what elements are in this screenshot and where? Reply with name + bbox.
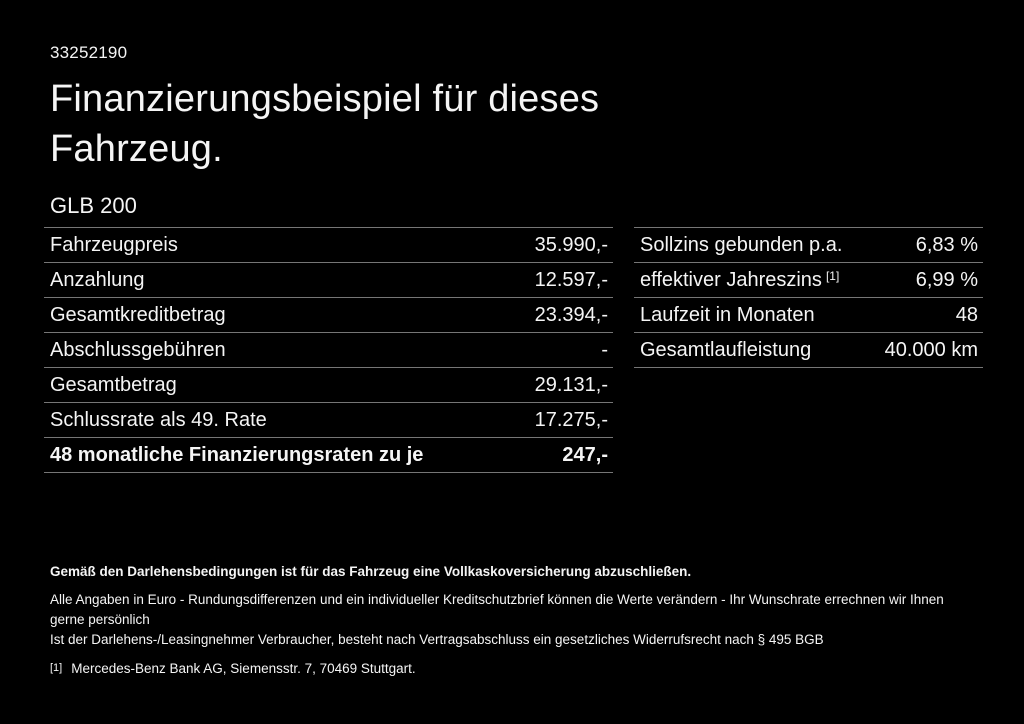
footnote-text: Mercedes-Benz Bank AG, Siemensstr. 7, 70…	[71, 661, 416, 676]
row-label: Schlussrate als 49. Rate	[44, 409, 267, 432]
page-title-line-2: Fahrzeug.	[50, 128, 223, 170]
footnote: [1] Mercedes-Benz Bank AG, Siemensstr. 7,…	[50, 660, 980, 677]
row-value: -	[601, 338, 608, 361]
row-label: Sollzins gebunden p.a.	[634, 234, 842, 257]
row-label-text: Schlussrate als 49. Rate	[50, 408, 267, 431]
page-title-line-1: Finanzierungsbeispiel für dieses	[50, 78, 600, 120]
disclaimer-line-1: Alle Angaben in Euro - Rundungsdifferenz…	[50, 592, 944, 627]
row-label-text: Fahrzeugpreis	[50, 233, 178, 256]
row-label-text: Laufzeit in Monaten	[640, 303, 815, 326]
legal-footer: Gemäß den Darlehensbedingungen ist für d…	[50, 564, 980, 677]
insurance-note: Gemäß den Darlehensbedingungen ist für d…	[50, 564, 692, 579]
row-label: Gesamtkreditbetrag	[44, 304, 226, 327]
row-value: 17.275,-	[534, 408, 608, 431]
row-value: 23.394,-	[534, 303, 608, 326]
table-row: Sollzins gebunden p.a. 6,83 %	[634, 227, 983, 262]
page-title: Finanzierungsbeispiel für dieses Fahrzeu…	[50, 74, 599, 174]
conditions-table: Sollzins gebunden p.a. 6,83 % effektiver J…	[634, 227, 983, 368]
row-label: 48 monatliche Finanzierungsraten zu je	[44, 444, 423, 467]
row-label: Gesamtbetrag	[44, 374, 177, 397]
row-value: 6,99 %	[915, 268, 978, 291]
row-value: 247,-	[562, 443, 608, 466]
table-row: Laufzeit in Monaten 48	[634, 297, 983, 332]
row-value: 29.131,-	[534, 373, 608, 396]
reference-number: 33252190	[50, 43, 128, 62]
table-row: Fahrzeugpreis 35.990,-	[44, 227, 613, 262]
table-row: 48 monatliche Finanzierungsraten zu je 24…	[44, 437, 613, 472]
row-label-text: Abschlussgebühren	[50, 338, 226, 361]
row-value: 6,83 %	[915, 233, 978, 256]
vehicle-model: GLB 200	[50, 193, 137, 218]
row-label: Fahrzeugpreis	[44, 234, 178, 257]
row-value: 12.597,-	[534, 268, 608, 291]
table-row: Gesamtkreditbetrag 23.394,-	[44, 297, 613, 332]
row-label-text: 48 monatliche Finanzierungsraten zu je	[50, 443, 424, 466]
table-row: Abschlussgebühren -	[44, 332, 613, 367]
table-row: Schlussrate als 49. Rate 17.275,-	[44, 402, 613, 437]
row-label-text: Gesamtbetrag	[50, 373, 177, 396]
row-label: Anzahlung	[44, 269, 145, 292]
row-label-text: Gesamtlaufleistung	[640, 338, 812, 361]
row-value: 48	[955, 303, 978, 326]
footnote-ref: [1]	[825, 268, 840, 283]
row-label-text: Anzahlung	[50, 268, 145, 291]
row-label-text: effektiver Jahreszins	[640, 268, 822, 291]
row-label: Laufzeit in Monaten	[634, 304, 815, 327]
footnote-marker: [1]	[50, 662, 63, 674]
row-value: 40.000 km	[884, 338, 978, 361]
table-row: effektiver Jahreszins [1] 6,99 %	[634, 262, 983, 297]
table-row: Anzahlung 12.597,-	[44, 262, 613, 297]
row-value: 35.990,-	[534, 233, 608, 256]
table-row: Gesamtbetrag 29.131,-	[44, 367, 613, 402]
row-label: Gesamtlaufleistung	[634, 339, 811, 362]
disclaimer-line-2: Ist der Darlehens-/Leasingnehmer Verbrau…	[50, 632, 824, 647]
row-label-text: Sollzins gebunden p.a.	[640, 233, 843, 256]
financing-table: Fahrzeugpreis 35.990,- Anzahlung 12.597,- Ge…	[44, 227, 613, 473]
row-label-text: Gesamtkreditbetrag	[50, 303, 226, 326]
row-label: Abschlussgebühren	[44, 339, 226, 362]
row-label: effektiver Jahreszins [1]	[634, 269, 839, 292]
table-row: Gesamtlaufleistung 40.000 km	[634, 332, 983, 367]
